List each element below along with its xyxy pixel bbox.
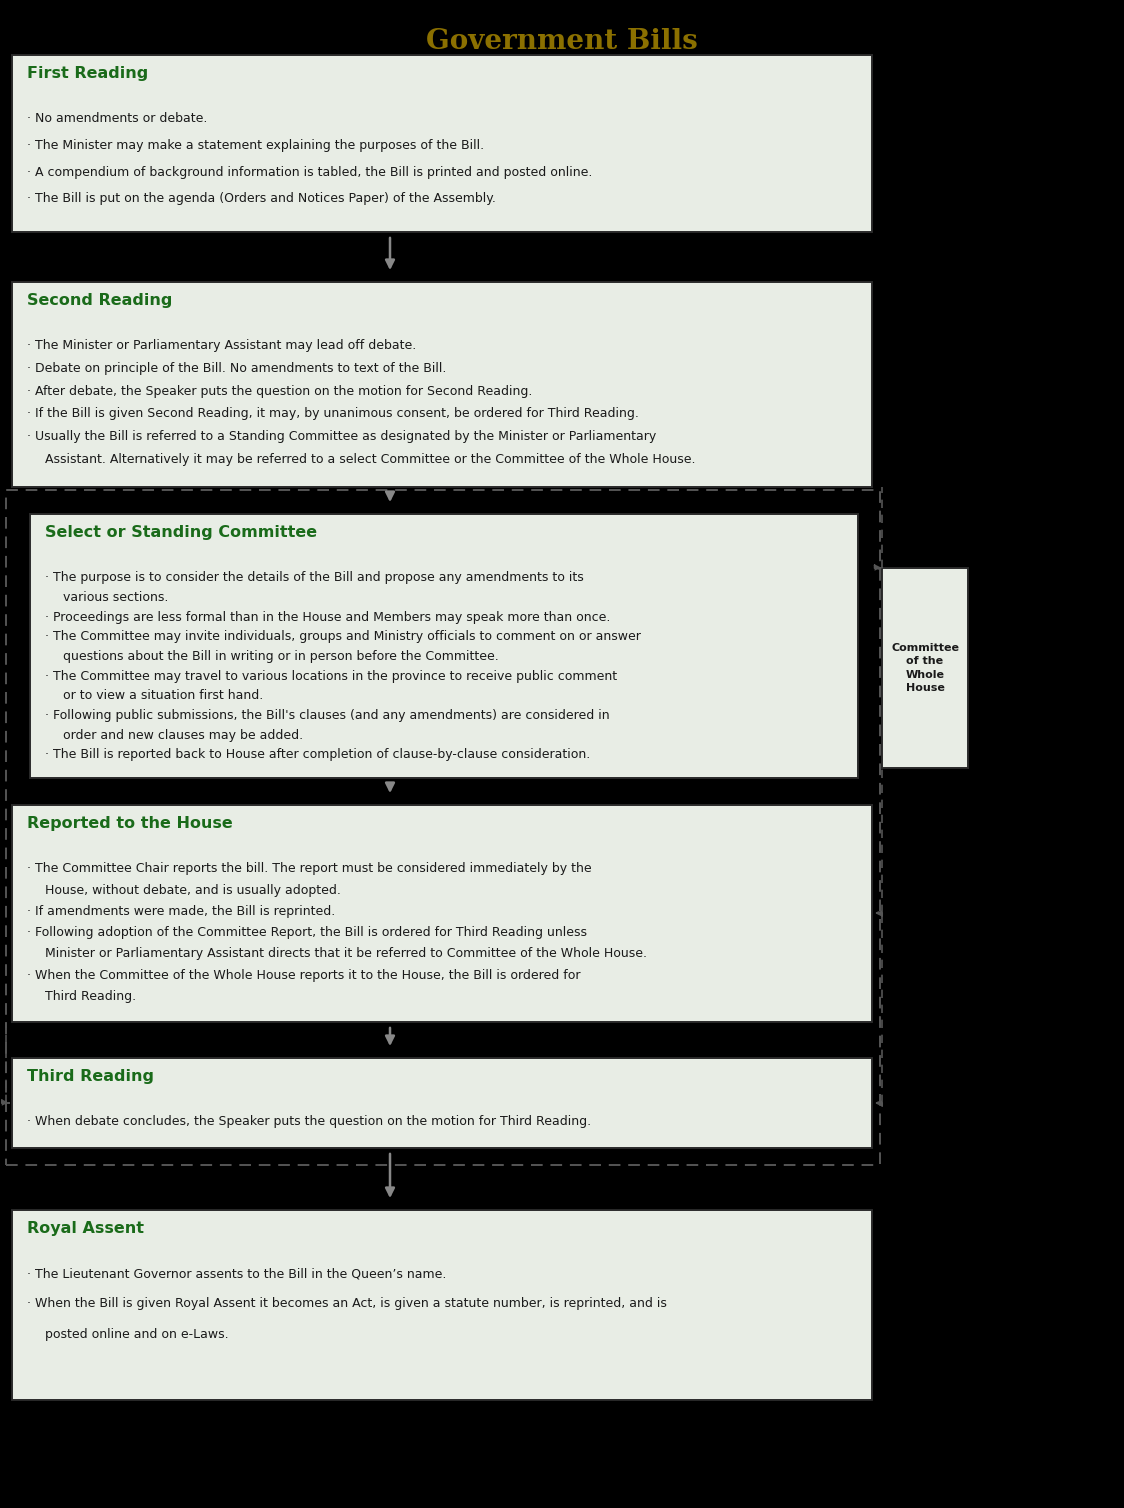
Bar — [6, 490, 880, 1166]
Bar — [12, 54, 872, 232]
Text: Third Reading: Third Reading — [27, 1069, 154, 1084]
Bar — [12, 805, 872, 1022]
Text: · The Minister may make a statement explaining the purposes of the Bill.: · The Minister may make a statement expl… — [27, 139, 483, 152]
Text: Reported to the House: Reported to the House — [27, 816, 233, 831]
Text: · A compendium of background information is tabled, the Bill is printed and post: · A compendium of background information… — [27, 166, 592, 178]
Text: Third Reading.: Third Reading. — [45, 991, 136, 1003]
Text: · Following adoption of the Committee Report, the Bill is ordered for Third Read: · Following adoption of the Committee Re… — [27, 926, 587, 939]
Text: or to view a situation first hand.: or to view a situation first hand. — [63, 689, 263, 703]
Text: · No amendments or debate.: · No amendments or debate. — [27, 112, 207, 125]
Text: · Usually the Bill is referred to a Standing Committee as designated by the Mini: · Usually the Bill is referred to a Stan… — [27, 430, 656, 443]
Text: · The Committee may invite individuals, groups and Ministry officials to comment: · The Committee may invite individuals, … — [45, 630, 641, 644]
Bar — [12, 1059, 872, 1148]
Text: · Debate on principle of the Bill. No amendments to text of the Bill.: · Debate on principle of the Bill. No am… — [27, 362, 446, 375]
Text: · The Bill is reported back to House after completion of clause-by-clause consid: · The Bill is reported back to House aft… — [45, 748, 590, 762]
Text: · The purpose is to consider the details of the Bill and propose any amendments : · The purpose is to consider the details… — [45, 572, 583, 584]
Bar — [30, 514, 858, 778]
Text: · If amendments were made, the Bill is reprinted.: · If amendments were made, the Bill is r… — [27, 905, 335, 918]
Text: · The Lieutenant Governor assents to the Bill in the Queen’s name.: · The Lieutenant Governor assents to the… — [27, 1267, 446, 1280]
Text: Minister or Parliamentary Assistant directs that it be referred to Committee of : Minister or Parliamentary Assistant dire… — [45, 947, 646, 961]
Text: · Following public submissions, the Bill's clauses (and any amendments) are cons: · Following public submissions, the Bill… — [45, 709, 609, 722]
Text: Government Bills: Government Bills — [426, 29, 698, 54]
Text: · When the Bill is given Royal Assent it becomes an Act, is given a statute numb: · When the Bill is given Royal Assent it… — [27, 1297, 667, 1310]
Text: First Reading: First Reading — [27, 65, 148, 80]
Text: Committee
of the
Whole
House: Committee of the Whole House — [891, 644, 959, 692]
Text: · Proceedings are less formal than in the House and Members may speak more than : · Proceedings are less formal than in th… — [45, 611, 610, 624]
Text: questions about the Bill in writing or in person before the Committee.: questions about the Bill in writing or i… — [63, 650, 498, 664]
Text: order and new clauses may be added.: order and new clauses may be added. — [63, 728, 302, 742]
Text: · When the Committee of the Whole House reports it to the House, the Bill is ord: · When the Committee of the Whole House … — [27, 968, 580, 982]
Text: Select or Standing Committee: Select or Standing Committee — [45, 525, 317, 540]
Text: Assistant. Alternatively it may be referred to a select Committee or the Committ: Assistant. Alternatively it may be refer… — [45, 452, 695, 466]
Text: House, without debate, and is usually adopted.: House, without debate, and is usually ad… — [45, 884, 341, 897]
Text: · After debate, the Speaker puts the question on the motion for Second Reading.: · After debate, the Speaker puts the que… — [27, 385, 532, 398]
Text: · The Bill is put on the agenda (Orders and Notices Paper) of the Assembly.: · The Bill is put on the agenda (Orders … — [27, 192, 496, 205]
Bar — [12, 1209, 872, 1399]
Text: Royal Assent: Royal Assent — [27, 1220, 144, 1235]
Text: Second Reading: Second Reading — [27, 293, 172, 308]
Text: · If the Bill is given Second Reading, it may, by unanimous consent, be ordered : · If the Bill is given Second Reading, i… — [27, 407, 638, 421]
Text: · The Minister or Parliamentary Assistant may lead off debate.: · The Minister or Parliamentary Assistan… — [27, 339, 416, 353]
Text: various sections.: various sections. — [63, 591, 167, 605]
Bar — [882, 569, 968, 768]
Text: posted online and on e-Laws.: posted online and on e-Laws. — [45, 1327, 228, 1341]
Text: · When debate concludes, the Speaker puts the question on the motion for Third R: · When debate concludes, the Speaker put… — [27, 1116, 591, 1128]
Bar — [12, 282, 872, 487]
Text: · The Committee Chair reports the bill. The report must be considered immediatel: · The Committee Chair reports the bill. … — [27, 863, 591, 875]
Text: · The Committee may travel to various locations in the province to receive publi: · The Committee may travel to various lo… — [45, 670, 617, 683]
